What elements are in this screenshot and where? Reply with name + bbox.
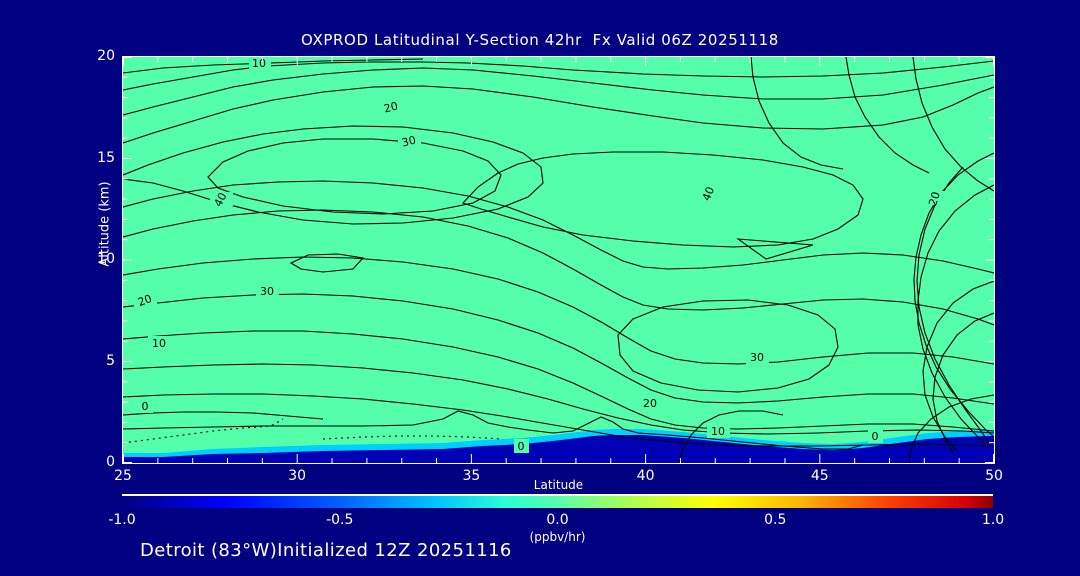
contour-label: 30 (750, 351, 764, 364)
negative-region (123, 429, 994, 463)
contour-label: 0 (142, 400, 149, 413)
colorbar-tick-label: 0.5 (764, 512, 787, 528)
contour-label: 10 (252, 57, 266, 70)
colorbar-gradient (122, 496, 993, 508)
x-tick-label: 25 (114, 468, 132, 484)
y-tick-label: 20 (97, 48, 115, 64)
contour-plot: 10 20 30 40 (123, 57, 994, 463)
contour-label: 20 (136, 292, 154, 309)
colorbar-top-rule (122, 494, 993, 496)
x-tick-label: 45 (810, 468, 829, 484)
x-tick-label: 50 (985, 468, 1003, 484)
contour-label: 10 (711, 425, 725, 438)
y-tick-label: 10 (97, 251, 115, 267)
x-axis-label: Latitude (533, 478, 584, 492)
contour-label: 10 (152, 337, 166, 350)
footer-caption: Detroit (83°W)Initialized 12Z 20251116 (140, 540, 512, 561)
contour-lines (123, 57, 994, 463)
colorbar-tick-label: -0.5 (326, 512, 354, 528)
contour-label: 20 (383, 100, 400, 116)
plot-frame: 10 20 30 40 (97, 48, 1003, 492)
contour-label: 0 (518, 440, 525, 453)
y-tick-label: 5 (106, 352, 115, 369)
plot-area: 10 20 30 40 (123, 57, 994, 463)
contour-label: 20 (926, 190, 943, 207)
x-tick-label: 30 (288, 468, 307, 484)
y-tick-label: 0 (106, 454, 115, 470)
colorbar-tick-label: -1.0 (108, 512, 136, 528)
colorbar-units: (ppbv/hr) (529, 530, 586, 544)
y-tick-label: 15 (97, 149, 115, 166)
contour-label: 40 (212, 191, 230, 209)
page-title: OXPROD Latitudinal Y-Section 42hr Fx Val… (301, 31, 779, 49)
contour-label: 0 (872, 430, 879, 443)
contour-label: 30 (401, 134, 418, 150)
contour-label: 30 (260, 285, 274, 298)
axis-ticks (123, 57, 994, 463)
contour-label: 40 (700, 185, 717, 203)
colorbar-tick-label: 0.0 (546, 512, 569, 528)
contour-label: 20 (643, 397, 657, 410)
colorbar-tick-label: 1.0 (981, 512, 1005, 528)
x-tick-label: 40 (636, 468, 655, 484)
x-tick-label: 35 (462, 468, 481, 484)
contour-label-group: 10 20 30 40 (134, 57, 947, 453)
